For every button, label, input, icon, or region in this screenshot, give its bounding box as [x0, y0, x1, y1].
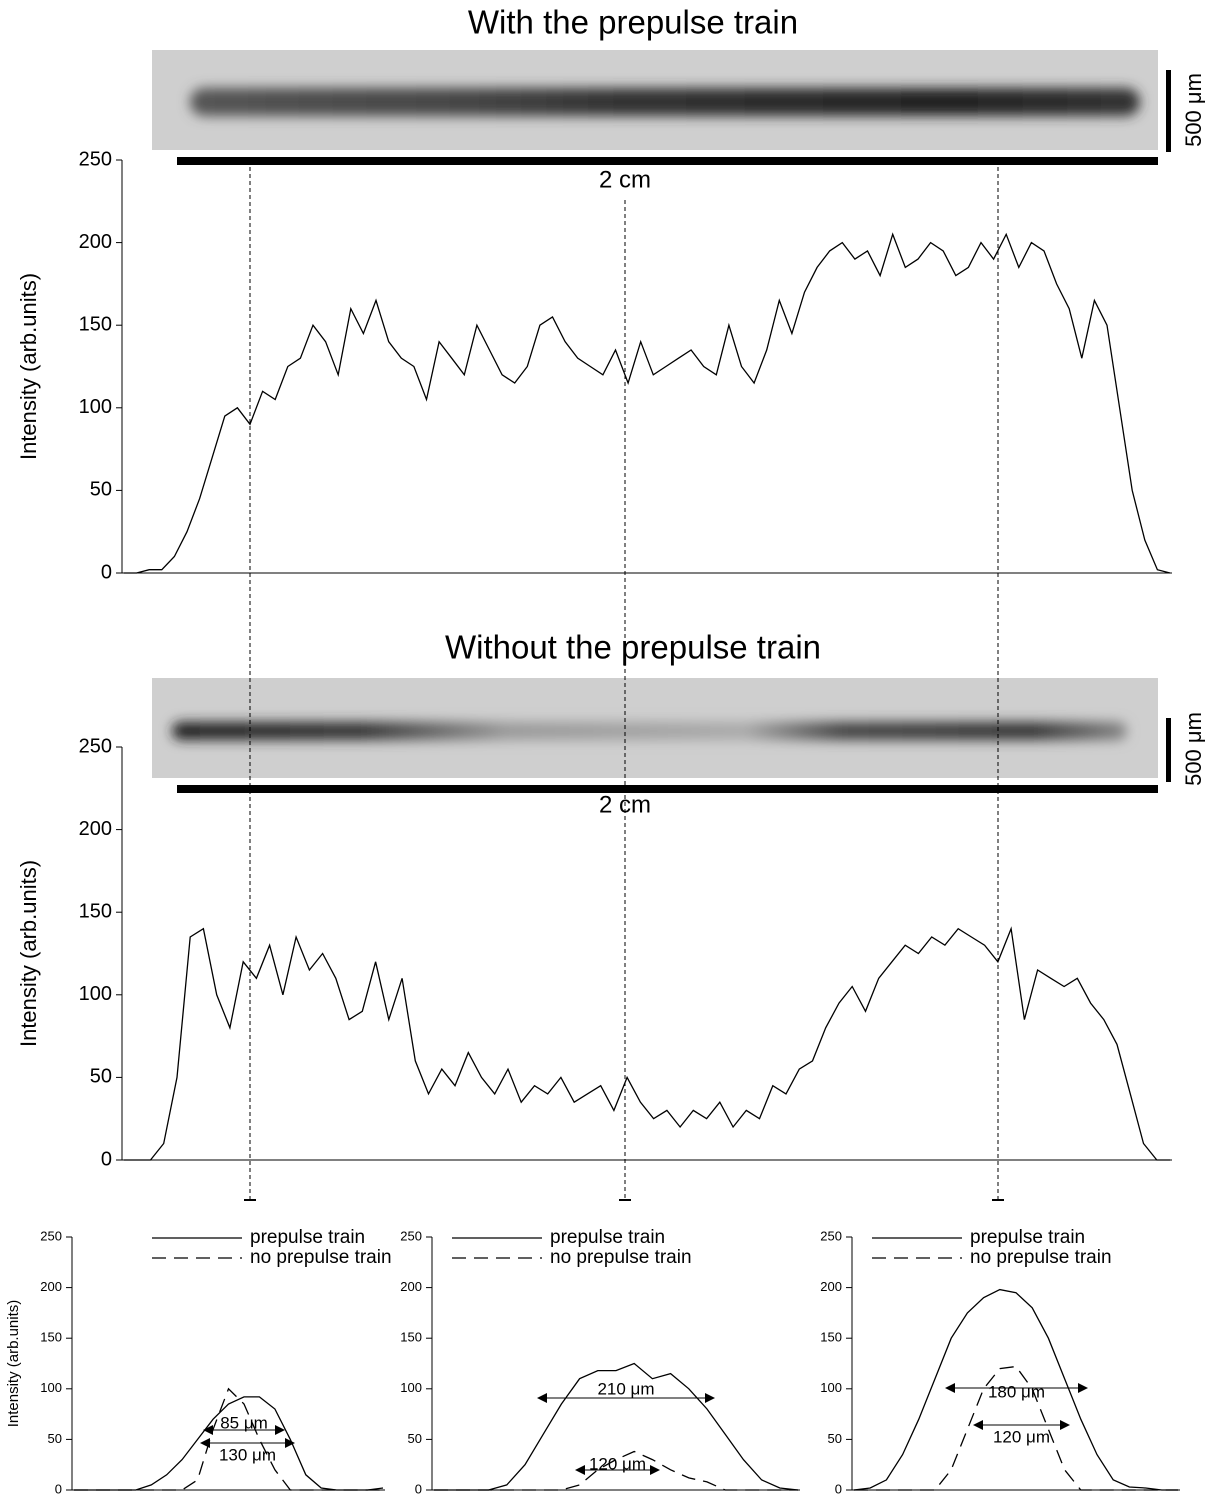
- y-tick-label: 50: [90, 479, 112, 501]
- y-tick-label: 250: [79, 735, 112, 757]
- annotation: 130 μm: [219, 1445, 276, 1464]
- y-tick-label: 250: [400, 1228, 422, 1243]
- y-axis-label: Intensity (arb.units): [16, 860, 41, 1047]
- y-tick-label: 200: [79, 818, 112, 840]
- scale-bar: [1166, 70, 1171, 152]
- annotation: 180 μm: [988, 1382, 1045, 1401]
- legend-label: no prepulse train: [250, 1247, 392, 1268]
- y-tick-label: 50: [408, 1431, 422, 1446]
- y-tick-label: 200: [400, 1279, 422, 1294]
- y-tick-label: 100: [400, 1380, 422, 1395]
- chart-title: With the prepulse train: [468, 4, 798, 41]
- y-tick-label: 100: [40, 1380, 62, 1395]
- annotation: 85 μm: [220, 1413, 268, 1432]
- y-tick-label: 250: [820, 1228, 842, 1243]
- y-tick-label: 150: [820, 1330, 842, 1345]
- data-line: [124, 929, 1170, 1160]
- y-tick-label: 50: [90, 1066, 112, 1088]
- y-tick-label: 200: [40, 1279, 62, 1294]
- y-tick-label: 200: [79, 231, 112, 253]
- image-streak: [190, 88, 1140, 116]
- y-tick-label: 150: [79, 313, 112, 335]
- legend-label: prepulse train: [970, 1227, 1085, 1248]
- chart-title: Without the prepulse train: [445, 629, 821, 666]
- y-tick-label: 250: [79, 148, 112, 170]
- legend-label: prepulse train: [550, 1227, 665, 1248]
- scale-label: 500 μm: [1181, 712, 1206, 786]
- scale-bar: [177, 785, 1158, 793]
- scale-bar: [1166, 718, 1171, 782]
- annotation: 120 μm: [589, 1454, 646, 1473]
- legend-label: no prepulse train: [970, 1247, 1112, 1268]
- y-tick-label: 0: [101, 1148, 112, 1170]
- annotation: 210 μm: [597, 1379, 654, 1398]
- scale-label: 2 cm: [599, 791, 651, 818]
- y-tick-label: 100: [79, 983, 112, 1005]
- legend-label: no prepulse train: [550, 1247, 692, 1268]
- y-tick-label: 0: [415, 1481, 422, 1496]
- y-tick-label: 150: [79, 900, 112, 922]
- legend-label: prepulse train: [250, 1227, 365, 1248]
- annotation: 120 μm: [993, 1427, 1050, 1446]
- y-tick-label: 200: [820, 1279, 842, 1294]
- scale-label: 500 μm: [1181, 73, 1206, 147]
- page: {"chart_data": [ {"type": "line", "title…: [0, 0, 1214, 1497]
- y-tick-label: 100: [79, 396, 112, 418]
- y-tick-label: 50: [828, 1431, 842, 1446]
- y-tick-label: 150: [40, 1330, 62, 1345]
- y-tick-label: 250: [40, 1228, 62, 1243]
- y-axis-label: Intensity (arb.units): [5, 1300, 22, 1428]
- y-tick-label: 0: [55, 1481, 62, 1496]
- y-tick-label: 0: [835, 1481, 842, 1496]
- scale-bar: [177, 157, 1158, 165]
- image-streak: [172, 722, 1127, 740]
- y-tick-label: 150: [400, 1330, 422, 1345]
- scale-label: 2 cm: [599, 166, 651, 193]
- data-line: [124, 234, 1170, 573]
- y-tick-label: 0: [101, 561, 112, 583]
- y-tick-label: 100: [820, 1380, 842, 1395]
- y-axis-label: Intensity (arb.units): [16, 273, 41, 460]
- y-tick-label: 50: [48, 1431, 62, 1446]
- figure: 0 50 100 150 200 250 Intensity (arb.units) With…: [0, 0, 1214, 1497]
